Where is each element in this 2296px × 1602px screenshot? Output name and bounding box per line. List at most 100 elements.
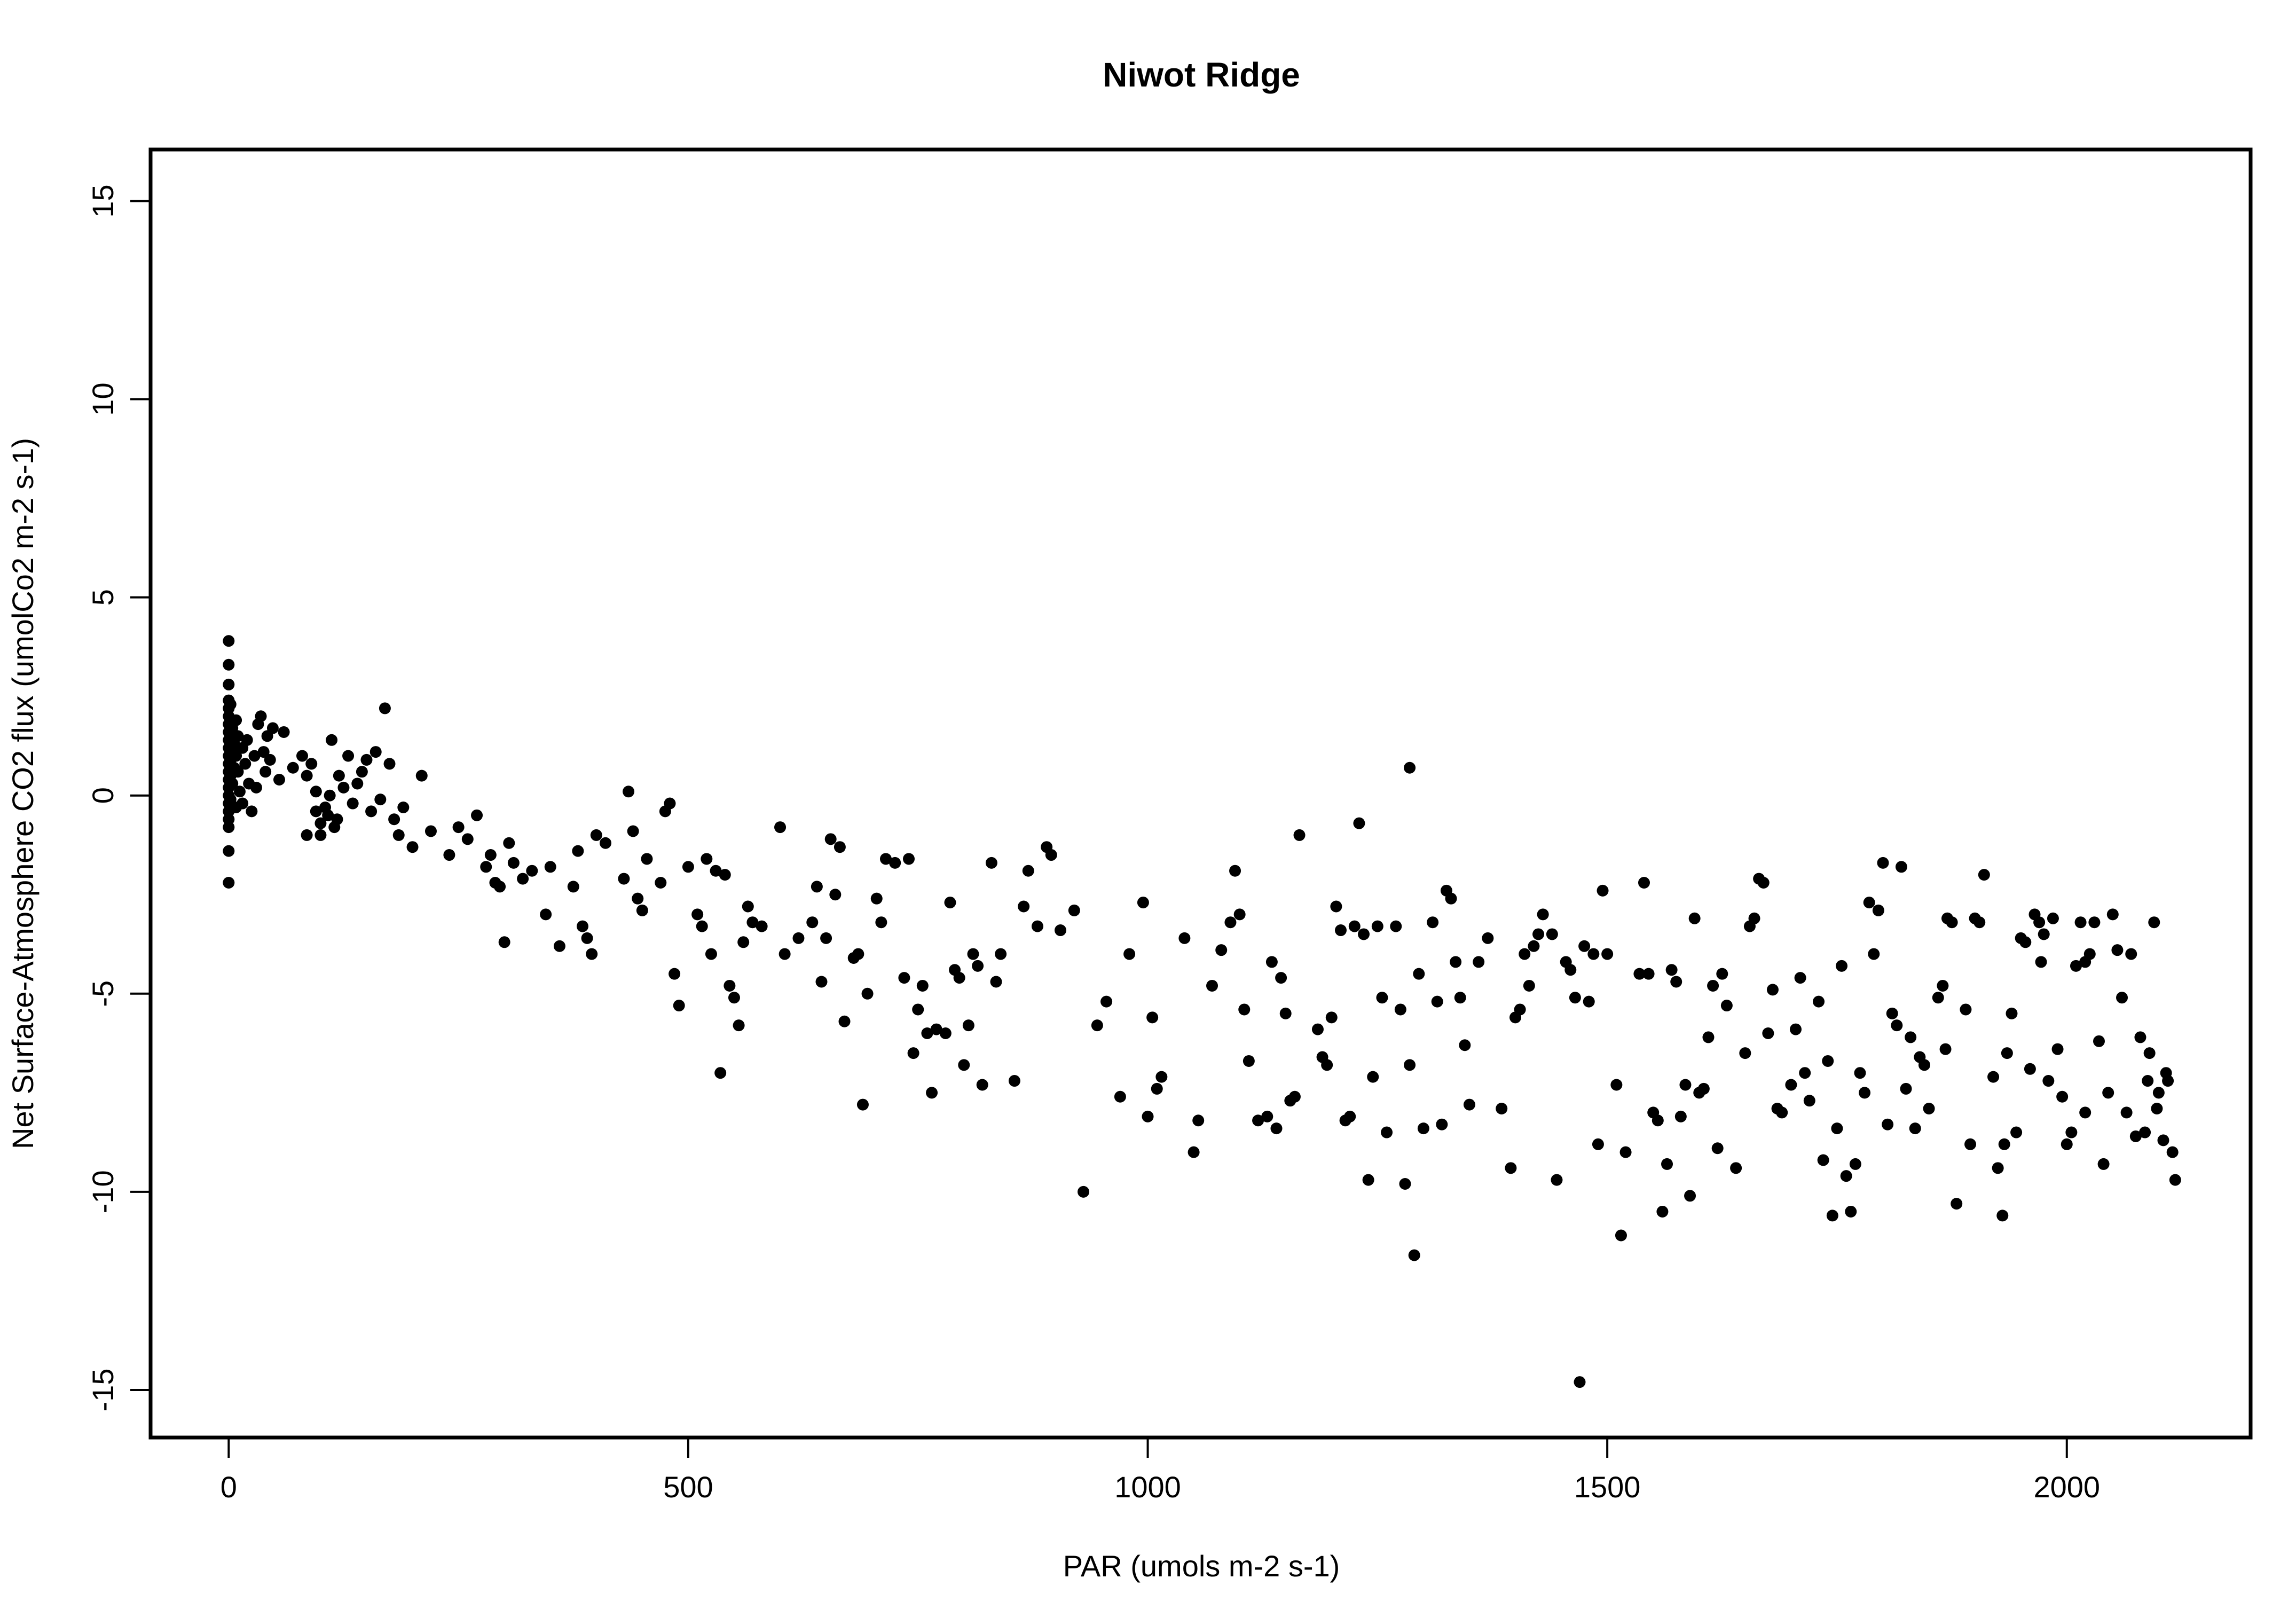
data-point (2056, 1090, 2069, 1103)
data-point (1523, 979, 1535, 992)
data-point (856, 1098, 869, 1111)
data-point (226, 778, 239, 790)
data-point (1766, 984, 1779, 996)
data-point (1450, 956, 1462, 968)
data-point (1905, 1031, 1917, 1043)
data-point (1998, 1138, 2010, 1150)
data-point (1473, 956, 1485, 968)
data-point (296, 750, 309, 762)
data-point (223, 635, 235, 647)
data-point (756, 920, 768, 932)
data-point (1417, 1122, 1429, 1135)
data-point (903, 853, 915, 865)
data-point (1826, 1210, 1838, 1222)
data-point (1730, 1162, 1742, 1174)
data-point (742, 900, 754, 913)
data-point (1371, 920, 1383, 932)
data-point (2169, 1174, 2181, 1186)
data-point (2070, 960, 2082, 972)
data-point (1532, 928, 1545, 940)
data-point (1762, 1027, 1774, 1040)
data-point (239, 758, 251, 770)
data-point (815, 976, 828, 988)
data-point (333, 769, 345, 782)
data-point (733, 1019, 745, 1032)
data-point (995, 948, 1007, 960)
data-point (2051, 1043, 2064, 1055)
data-point (1720, 1000, 1733, 1012)
y-tick-label: 0 (86, 787, 120, 804)
data-point (710, 865, 722, 877)
data-point (310, 786, 322, 798)
data-point (1408, 1249, 1420, 1261)
data-point (1270, 1122, 1283, 1135)
data-point (806, 916, 819, 929)
data-point (1146, 1011, 1159, 1024)
data-point (632, 892, 644, 905)
data-point (553, 940, 565, 952)
data-point (337, 781, 350, 794)
data-point (1068, 904, 1080, 916)
data-point (232, 730, 244, 742)
y-tick-label: -10 (86, 1170, 120, 1213)
data-point (2102, 1087, 2114, 1099)
data-point (1679, 1079, 1692, 1091)
data-point (397, 801, 410, 813)
data-point (230, 714, 242, 726)
data-point (1436, 1118, 1448, 1130)
data-point (517, 873, 529, 885)
data-point (224, 698, 237, 711)
data-point (1367, 1071, 1379, 1083)
data-point (1330, 900, 1342, 913)
data-point (1537, 908, 1549, 921)
plot-frame (148, 147, 2253, 1440)
data-point (1951, 1198, 1963, 1210)
data-point (1123, 948, 1136, 960)
x-tick-label: 2000 (2033, 1470, 2100, 1504)
data-point (1803, 1095, 1815, 1107)
data-point (1583, 995, 1595, 1008)
data-point (494, 881, 506, 893)
data-point (879, 853, 892, 865)
data-point (392, 829, 405, 841)
data-point (2106, 908, 2119, 921)
data-point (1114, 1090, 1126, 1103)
data-point (1293, 829, 1306, 841)
x-axis: 0 500 1000 1500 2000 (221, 1436, 2100, 1504)
data-point (1546, 928, 1558, 940)
data-point (1265, 956, 1278, 968)
data-point (1946, 916, 1958, 929)
data-point (1404, 761, 1416, 774)
data-point (1454, 992, 1466, 1004)
data-point (1445, 892, 1457, 905)
x-tick-label: 1500 (1574, 1470, 1641, 1504)
data-point (223, 821, 235, 834)
data-point (1964, 1138, 1977, 1150)
data-point (2129, 1130, 2142, 1142)
data-point (1279, 1007, 1292, 1019)
data-point (1348, 920, 1361, 932)
data-point (962, 1019, 974, 1032)
data-point (774, 821, 787, 834)
data-point (1840, 1170, 1852, 1182)
data-point (889, 857, 901, 869)
data-point (1900, 1082, 1912, 1095)
data-point (1288, 1090, 1301, 1103)
data-point (2006, 1007, 2018, 1019)
data-point (480, 861, 492, 873)
data-point (664, 797, 676, 810)
data-point (1674, 1110, 1687, 1122)
data-point (1597, 884, 1609, 897)
data-point (627, 825, 639, 837)
data-point (1192, 1114, 1205, 1127)
data-point (264, 753, 276, 766)
data-point (2083, 948, 2096, 960)
data-point (1987, 1071, 2000, 1083)
data-point (230, 750, 242, 762)
data-point (1100, 995, 1113, 1008)
y-tick-label: -5 (86, 980, 120, 1007)
data-point (1697, 1082, 1710, 1095)
data-point (1238, 1003, 1251, 1016)
data-point (737, 936, 750, 948)
data-point (223, 876, 235, 889)
